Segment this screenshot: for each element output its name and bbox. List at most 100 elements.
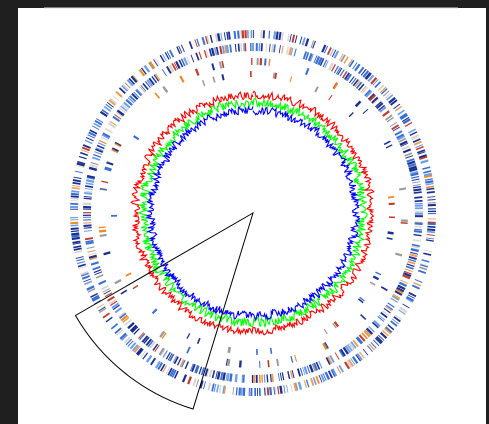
- outer-gene-tick: [220, 32, 223, 41]
- outer-gene-tick: [121, 84, 129, 92]
- inner-gene-tick: [269, 374, 272, 383]
- outer-gene-tick: [426, 237, 435, 240]
- outer-gene-tick: [410, 134, 419, 140]
- outer-gene-tick: [213, 383, 217, 392]
- outer-gene-tick: [133, 345, 141, 353]
- inner-gene-tick: [229, 44, 233, 53]
- outer-gene-tick: [421, 259, 430, 263]
- inner-gene-tick: [268, 43, 271, 52]
- inner-gene-tick: [355, 81, 363, 89]
- feature2-tick: [228, 347, 232, 354]
- inner-gene-tick: [180, 58, 186, 67]
- outer-gene-tick: [70, 195, 79, 198]
- inner-gene-tick: [313, 362, 319, 371]
- outer-gene-tick: [397, 109, 405, 116]
- outer-gene-tick: [127, 340, 134, 347]
- outer-gene-tick: [400, 113, 409, 121]
- inner-gene-tick: [394, 130, 403, 136]
- inner-gene-tick: [85, 239, 94, 243]
- outer-gene-tick: [321, 44, 327, 53]
- inner-gene-tick: [394, 290, 403, 296]
- outer-gene-tick: [166, 51, 172, 59]
- outer-gene-tick: [77, 160, 86, 165]
- outer-gene-tick: [209, 34, 213, 43]
- outer-gene-tick: [338, 364, 344, 373]
- gc-content-track: [130, 90, 375, 336]
- inner-gene-tick: [179, 359, 185, 368]
- outer-gene-tick: [398, 309, 406, 315]
- outer-gene-tick: [405, 296, 415, 302]
- feature2-tick: [227, 346, 231, 354]
- inner-gene-tick: [412, 185, 422, 189]
- outer-gene-tick: [73, 245, 82, 249]
- inner-gene-tick: [331, 64, 336, 72]
- inner-gene-tick: [104, 128, 113, 134]
- inner-gene-tick: [215, 370, 218, 379]
- sparse-feature-ring-1: [98, 57, 408, 368]
- inner-gene-tick: [326, 356, 333, 365]
- inner-gene-tick: [411, 178, 420, 182]
- outer-gene-tick: [171, 369, 177, 378]
- inner-gene-tick: [315, 361, 321, 370]
- outer-gene-tick: [240, 30, 242, 39]
- outer-gene-tick: [327, 370, 334, 379]
- feature2-tick: [333, 321, 340, 328]
- inner-gene-tick: [129, 95, 137, 103]
- outer-gene-tick: [384, 327, 392, 335]
- outer-gene-tick: [168, 49, 175, 58]
- outer-gene-tick: [162, 364, 168, 373]
- inner-gene-tick: [281, 45, 284, 54]
- inner-gene-tick: [112, 115, 121, 123]
- gc-content-line: [130, 90, 375, 336]
- outer-gene-tick: [348, 59, 355, 68]
- outer-gene-tick: [70, 192, 80, 196]
- outer-gene-tick: [72, 181, 81, 185]
- outer-gene-tick: [281, 32, 284, 41]
- inner-gene-tick: [111, 302, 120, 309]
- inner-gene-tick: [95, 274, 104, 279]
- outer-gene-tick: [71, 236, 80, 241]
- inner-gene-tick: [184, 361, 190, 370]
- outer-gene-tick: [352, 62, 358, 70]
- outer-gene-tick: [405, 297, 414, 303]
- inner-gene-tick: [133, 328, 140, 335]
- outer-gene-tick: [331, 49, 337, 58]
- outer-gene-tick: [227, 31, 231, 40]
- outer-gene-tick: [83, 278, 92, 283]
- inner-gene-tick: [383, 307, 391, 314]
- inner-gene-tick: [348, 76, 355, 84]
- inner-gene-tick: [380, 311, 388, 319]
- inner-gene-tick: [88, 252, 97, 256]
- feature1-tick: [267, 360, 270, 368]
- inner-gene-tick: [318, 360, 323, 369]
- inner-gene-tick: [271, 44, 275, 53]
- feature2-tick: [375, 271, 382, 276]
- outer-gene-tick: [135, 347, 143, 355]
- outer-gene-tick: [75, 256, 84, 259]
- feature2-tick: [388, 195, 395, 199]
- outer-gene-tick: [390, 99, 398, 106]
- feature1-tick: [354, 100, 362, 108]
- inner-gene-tick: [414, 228, 423, 231]
- feature1-tick: [333, 82, 339, 90]
- feature1-tick: [385, 144, 393, 149]
- outer-gene-tick: [391, 318, 399, 325]
- inner-gene-tick: [125, 98, 133, 106]
- outer-gene-tick: [273, 31, 277, 40]
- outer-gene-tick: [423, 172, 433, 177]
- inner-gene-tick: [279, 372, 283, 381]
- inner-gene-tick: [173, 356, 179, 365]
- outer-gene-tick: [268, 30, 271, 39]
- inner-gene-tick: [263, 374, 266, 383]
- outer-gene-tick: [180, 44, 185, 53]
- feature2-tick: [269, 347, 273, 354]
- inner-gene-tick: [390, 297, 398, 303]
- inner-gene-tick: [361, 332, 368, 340]
- outer-gene-tick: [87, 134, 96, 139]
- outer-gene-tick: [351, 356, 359, 364]
- inner-gene-tick: [405, 265, 414, 270]
- inner-gene-tick: [86, 175, 95, 180]
- outer-gene-tick: [422, 166, 431, 170]
- inner-gene-tick: [395, 288, 404, 294]
- outer-gene-tick: [211, 383, 215, 392]
